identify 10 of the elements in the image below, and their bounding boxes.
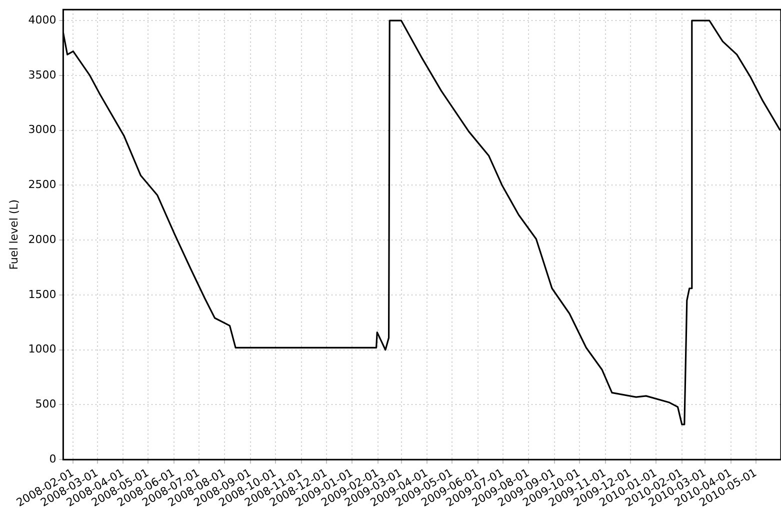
y-tick-label: 2000: [28, 232, 56, 246]
y-tick-label: 3000: [28, 123, 56, 136]
y-tick-label: 1500: [28, 288, 56, 301]
y-tick-label: 3500: [28, 68, 56, 82]
y-tick-label: 1000: [28, 342, 56, 356]
y-axis-title: Fuel level (L): [7, 199, 20, 270]
y-tick-label: 500: [35, 398, 56, 411]
y-tick-label: 2500: [28, 178, 56, 192]
y-tick-label: 4000: [28, 13, 56, 26]
y-tick-label: 0: [49, 452, 56, 466]
